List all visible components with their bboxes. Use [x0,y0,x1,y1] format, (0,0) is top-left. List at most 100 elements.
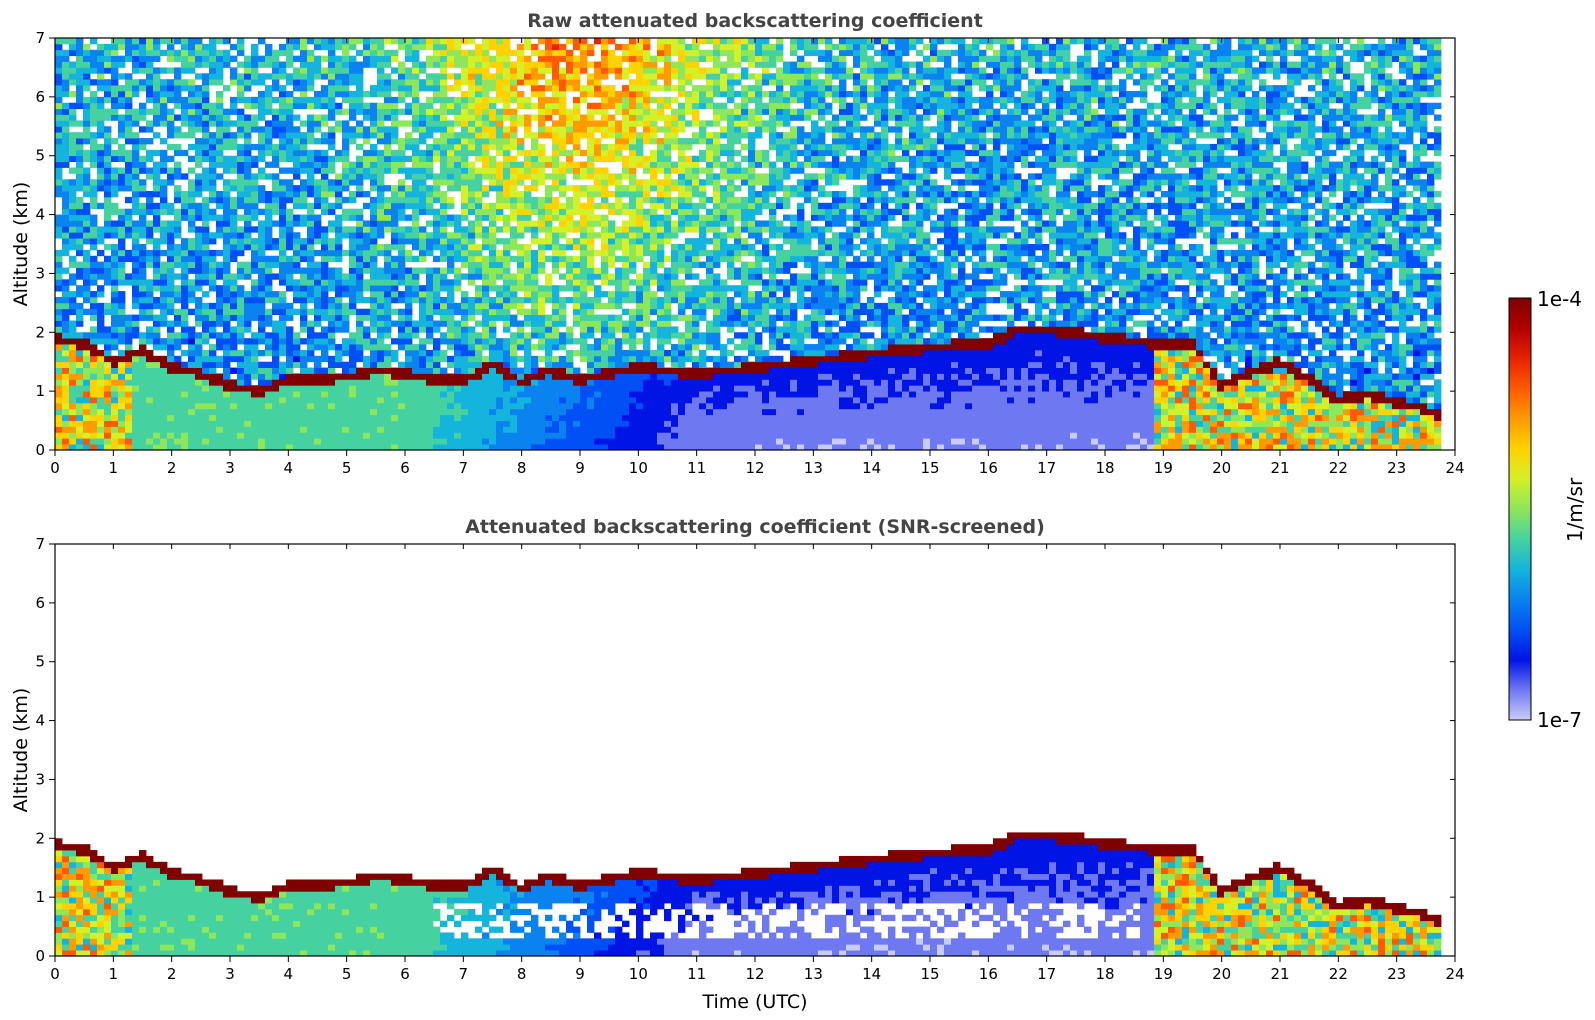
backscatter-cell [265,220,273,227]
backscatter-cell [307,214,315,221]
backscatter-cell [195,361,203,368]
backscatter-cell [90,102,98,110]
backscatter-cell [76,143,84,151]
backscatter-cell [370,373,378,380]
backscatter-cell [482,73,490,80]
backscatter-cell [90,202,98,210]
backscatter-cell [69,402,77,410]
backscatter-cell [300,61,308,68]
backscatter-cell [97,73,105,80]
backscatter-cell [83,73,91,80]
backscatter-cell [587,108,595,115]
backscatter-cell [545,420,553,427]
backscatter-cell [146,308,154,316]
backscatter-cell [251,196,259,204]
backscatter-cell [349,349,357,357]
backscatter-cell [461,202,469,210]
backscatter-cell [433,138,441,145]
backscatter-cell [97,185,105,192]
backscatter-cell [531,379,539,386]
backscatter-cell [69,155,77,162]
backscatter-cell [440,408,448,416]
backscatter-cell [475,438,483,445]
backscatter-cell [370,55,378,62]
backscatter-cell [188,167,196,174]
backscatter-cell [433,43,441,51]
backscatter-cell [321,114,329,121]
backscatter-cell [384,167,392,174]
backscatter-cell [517,338,525,345]
backscatter-cell [461,414,469,421]
backscatter-cell [587,308,595,316]
backscatter-cell [489,79,497,86]
backscatter-cell [293,126,301,133]
backscatter-cell [328,185,336,192]
backscatter-cell [461,332,469,339]
backscatter-cell [202,238,210,245]
backscatter-cell [447,238,455,245]
backscatter-cell [321,208,329,215]
backscatter-cell [111,302,119,310]
backscatter-cell [482,161,490,168]
backscatter-cell [321,232,329,239]
backscatter-cell [342,132,350,139]
backscatter-cell [286,244,294,251]
backscatter-cell [440,244,448,251]
backscatter-cell [412,161,420,168]
backscatter-cell [573,385,581,392]
backscatter-cell [321,173,329,180]
backscatter-cell [377,226,385,233]
backscatter-cell [531,90,539,98]
backscatter-cell [55,373,63,380]
backscatter-cell [307,438,315,445]
backscatter-cell [636,273,644,280]
backscatter-cell [139,432,147,439]
backscatter-cell [412,391,420,398]
backscatter-cell [587,332,595,339]
backscatter-cell [209,438,217,445]
backscatter-cell [139,296,147,304]
backscatter-cell [496,120,504,127]
backscatter-cell [76,202,84,210]
backscatter-cell [321,138,329,145]
backscatter-cell [209,238,217,245]
backscatter-cell [629,338,637,345]
backscatter-cell [223,255,231,263]
backscatter-cell [321,379,329,386]
backscatter-cell [307,220,315,227]
backscatter-cell [83,385,91,392]
backscatter-cell [188,355,196,363]
backscatter-cell [286,220,294,227]
backscatter-cell [524,432,532,439]
backscatter-cell [468,438,476,445]
backscatter-cell [636,349,644,357]
backscatter-cell [230,279,238,286]
backscatter-cell [146,226,154,233]
backscatter-cell [97,391,105,398]
backscatter-cell [237,114,245,121]
backscatter-cell [181,49,189,57]
backscatter-cell [251,238,259,245]
backscatter-cell [538,302,546,310]
backscatter-cell [370,285,378,292]
backscatter-cell [160,420,168,427]
backscatter-cell [454,79,462,86]
backscatter-cell [454,114,462,121]
backscatter-cell [461,261,469,268]
backscatter-cell [314,308,322,316]
backscatter-cell [307,355,315,363]
backscatter-cell [538,108,546,115]
backscatter-cell [475,302,483,310]
backscatter-cell [363,90,371,98]
backscatter-cell [293,408,301,416]
backscatter-cell [398,326,406,333]
backscatter-cell [209,367,217,374]
backscatter-cell [328,143,336,151]
backscatter-cell [531,255,539,263]
backscatter-cell [342,385,350,392]
backscatter-cell [69,373,77,380]
backscatter-cell [146,155,154,162]
backscatter-cell [251,208,259,215]
backscatter-cell [482,138,490,145]
backscatter-cell [377,444,385,450]
